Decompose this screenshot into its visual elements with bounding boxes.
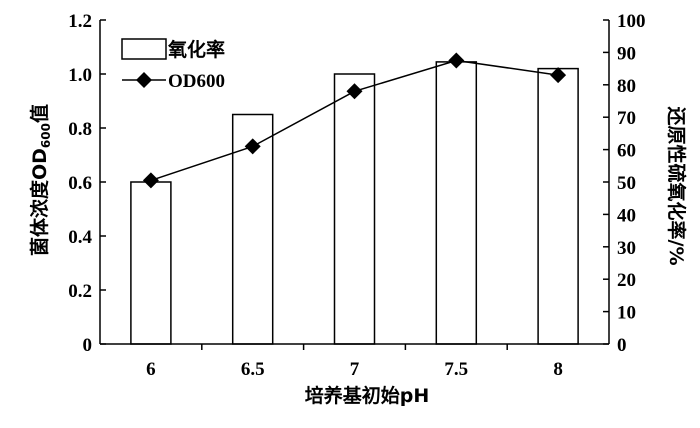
bar-6 [130,181,172,345]
right-tick-label: 10 [617,303,636,324]
x-axis-title: 培养基初始pH [305,384,430,407]
right-tick-label: 40 [617,205,636,226]
bar-7 [333,73,376,345]
legend-diamond-marker [136,72,152,88]
plot-area [130,52,579,345]
left-axis-title-suffix: 值 [28,104,51,123]
right-axis-title: 还原性硫氧化率/% [665,106,688,266]
x-tick-label: 6 [146,359,156,380]
right-tick-label: 100 [617,11,646,32]
legend: 氧化率 OD600 [121,38,225,92]
right-tick-label: 90 [617,43,636,64]
x-tick-label: 8 [553,359,563,380]
legend-label-line: OD600 [168,71,225,92]
od600-point-6.5 [244,138,261,155]
right-tick-label: 30 [617,238,636,259]
left-tick-label: 0 [83,335,93,356]
legend-label-bars: 氧化率 [168,38,225,61]
left-tick-label: 1.2 [68,11,92,32]
od600-point-6 [142,172,159,189]
right-tick-label: 70 [617,108,636,129]
x-tick-label: 6.5 [241,359,265,380]
left-tick-label: 0.4 [68,227,92,248]
right-tick-label: 80 [617,76,636,97]
right-tick-label: 0 [617,335,627,356]
x-tick-label: 7 [350,359,360,380]
left-axis-title-main: 菌体浓度OD [28,148,51,256]
legend-bar-swatch [121,38,167,60]
x-axis-ticks: 6 6.5 7 7.5 8 [146,344,563,380]
right-tick-label: 50 [617,173,636,194]
left-tick-label: 1.0 [68,65,92,86]
right-tick-label: 20 [617,270,636,291]
right-axis-ticks: 0 10 20 30 40 50 60 70 80 90 100 [603,11,646,356]
bar-7.5 [435,61,478,345]
left-tick-label: 0.2 [68,281,92,302]
left-axis-ticks: 0 0.2 0.4 0.6 0.8 1.0 1.2 [68,11,106,356]
left-axis-title-subscript: 600 [39,123,53,148]
left-axis-title: 菌体浓度OD600值 [28,104,53,256]
od600-point-7.5 [448,52,465,69]
left-tick-label: 0.8 [68,119,92,140]
left-tick-label: 0.6 [68,173,92,194]
x-tick-label: 7.5 [444,359,468,380]
od600-point-8 [550,67,567,84]
bar-8 [537,67,579,345]
od600-point-7 [346,83,363,100]
right-tick-label: 60 [617,141,636,162]
